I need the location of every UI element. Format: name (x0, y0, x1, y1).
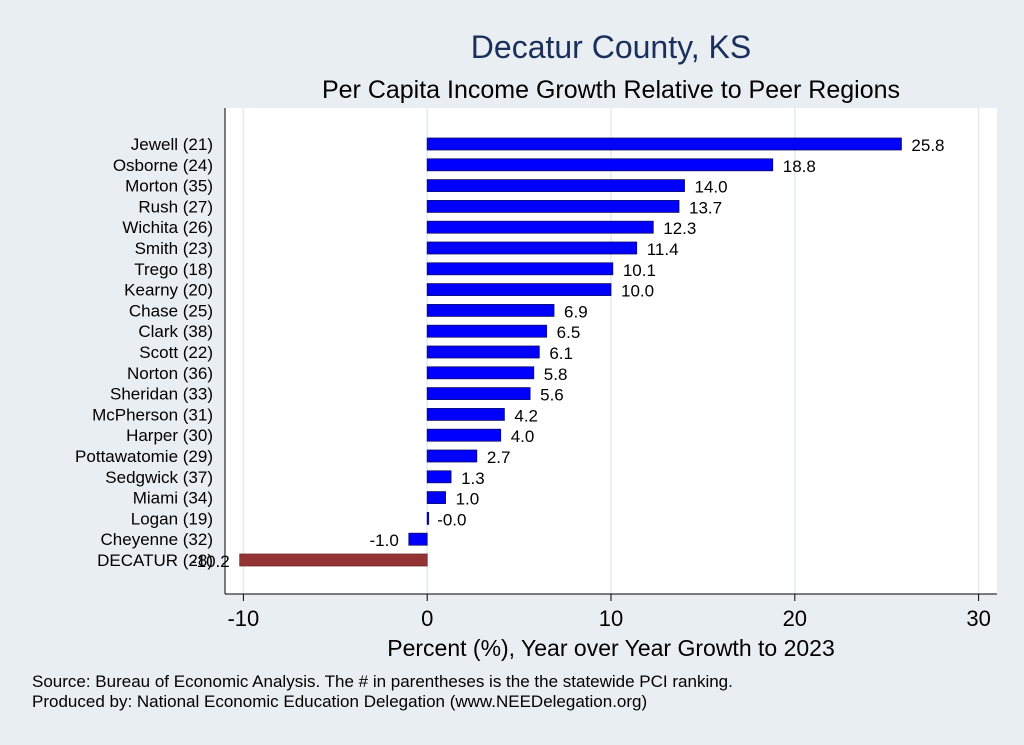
x-tick-label: -10 (227, 606, 259, 631)
bar (239, 553, 428, 567)
value-label: 6.5 (557, 323, 581, 342)
category-label: McPherson (31) (92, 405, 213, 424)
category-label: Sheridan (33) (110, 385, 213, 404)
bar (426, 387, 531, 401)
bar (426, 179, 685, 193)
category-label: Osborne (24) (113, 156, 213, 175)
bar (426, 303, 555, 317)
value-label: 6.9 (564, 302, 588, 321)
bar (426, 449, 478, 463)
x-tick-label: 20 (783, 606, 807, 631)
value-label: 18.8 (783, 157, 816, 176)
value-label: 14.0 (695, 178, 728, 197)
bar (426, 158, 774, 172)
bar (426, 407, 505, 421)
value-label: 10.1 (623, 261, 656, 280)
chart-title: Decatur County, KS (471, 29, 751, 65)
value-label: 4.0 (511, 427, 535, 446)
x-ticks: -10 0 10 20 30 (227, 594, 991, 631)
category-label: Smith (23) (135, 239, 213, 258)
value-label: 5.8 (544, 365, 568, 384)
category-label: Rush (27) (138, 197, 213, 216)
category-label: Miami (34) (133, 489, 213, 508)
category-label: DECATUR (28) (97, 551, 213, 570)
value-label: 11.4 (647, 240, 679, 259)
value-label: 13.7 (689, 198, 722, 217)
category-label: Cheyenne (32) (101, 530, 213, 549)
x-axis-label: Percent (%), Year over Year Growth to 20… (387, 635, 835, 661)
category-label: Clark (38) (138, 322, 213, 341)
category-label: Chase (25) (129, 301, 213, 320)
category-labels: Jewell (21) Osborne (24) Morton (35)Rush (… (75, 135, 213, 570)
bar (426, 137, 902, 151)
category-label: Pottawatomie (29) (75, 447, 213, 466)
category-label: Trego (18) (134, 260, 213, 279)
value-label: 10.0 (621, 282, 654, 301)
category-label: Norton (36) (127, 364, 213, 383)
bar (426, 428, 502, 442)
category-label: Sedgwick (37) (105, 468, 213, 487)
chart-subtitle: Per Capita Income Growth Relative to Pee… (322, 76, 900, 104)
bar (426, 512, 430, 525)
bar (426, 324, 548, 338)
value-label: 25.8 (911, 136, 944, 155)
value-label: 2.7 (487, 448, 511, 467)
x-tick-label: 0 (421, 606, 433, 631)
category-label: Kearny (20) (124, 281, 213, 300)
bar (426, 491, 446, 505)
bar (426, 345, 540, 359)
bars (239, 137, 902, 567)
x-tick-label: 10 (599, 606, 623, 631)
bar (426, 470, 452, 484)
value-label: 6.1 (549, 344, 573, 363)
bar (426, 199, 680, 213)
bar (408, 532, 428, 546)
value-label: -10.2 (191, 552, 230, 571)
produced-by-note: Produced by: National Economic Education… (32, 692, 648, 711)
bar (426, 366, 535, 380)
source-note: Source: Bureau of Economic Analysis. The… (32, 672, 733, 691)
value-label: 12.3 (663, 219, 696, 238)
category-label: Wichita (26) (122, 218, 213, 237)
value-labels: 25.8 18.8 14.013.7 12.3 11.4 10.1 10.0 6.9 6.5 6.… (191, 136, 945, 571)
value-label: 5.6 (540, 386, 564, 405)
category-label: Scott (22) (139, 343, 213, 362)
category-label: Harper (30) (126, 426, 213, 445)
value-label: 1.3 (461, 469, 485, 488)
value-label: -1.0 (370, 531, 399, 550)
category-label: Jewell (21) (131, 135, 213, 154)
bar (426, 283, 612, 297)
category-label: Logan (19) (131, 509, 213, 528)
value-label: 4.2 (514, 406, 538, 425)
category-label: Morton (35) (125, 177, 213, 196)
value-label: 1.0 (456, 490, 480, 509)
bar (426, 241, 638, 255)
value-label: -0.0 (437, 510, 466, 529)
x-tick-label: 30 (966, 606, 990, 631)
bar (426, 262, 614, 276)
bar (426, 220, 654, 234)
